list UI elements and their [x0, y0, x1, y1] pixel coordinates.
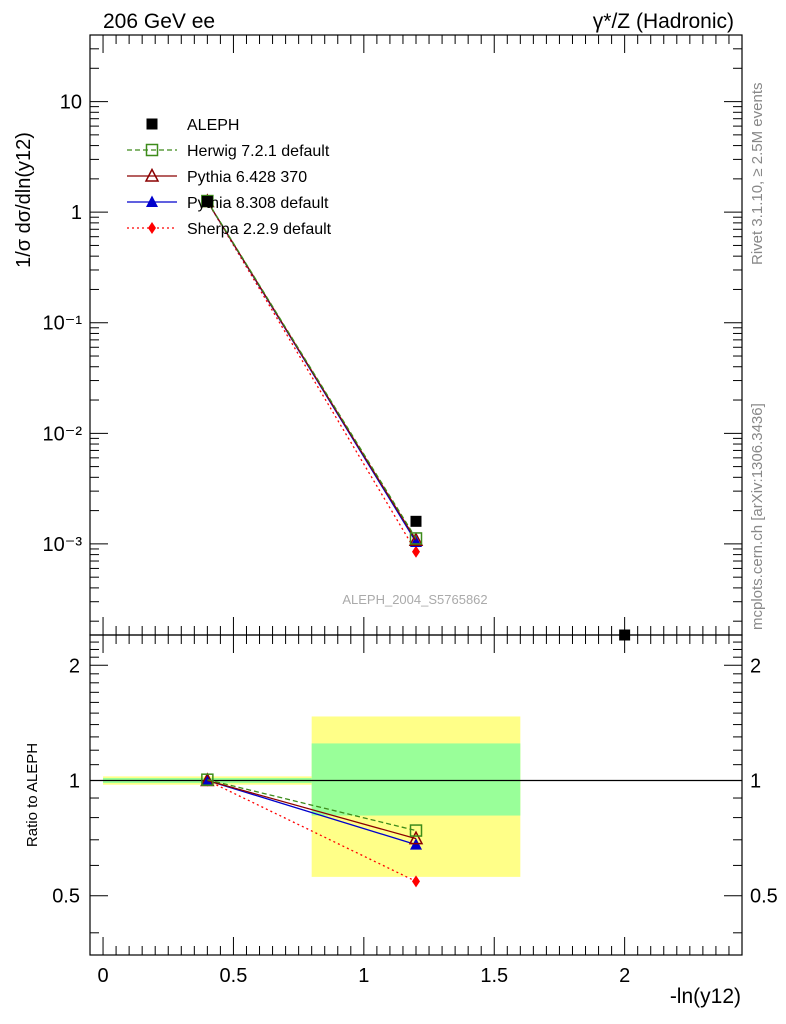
ratio-y-tick-label-left: 1 [69, 771, 80, 793]
main-aleph-point [410, 515, 422, 527]
legend-pythia-6-428-370-marker [144, 167, 160, 182]
ratio-plot-content [90, 716, 742, 888]
main-sherpa-2-2-9-default-point [412, 545, 420, 558]
main-y-tick-label: 10 [60, 92, 82, 114]
left-title: 206 GeV ee [103, 10, 215, 33]
ratio-herwig-7-2-1-default-point [201, 773, 214, 786]
x-tick-label: 1.5 [480, 965, 508, 987]
x-tick-label: 2 [619, 965, 630, 987]
main-y-tick-label: 1 [71, 202, 82, 224]
main-pythia-6-428-370-point [408, 532, 424, 546]
right-title: γ*/Z (Hadronic) [593, 10, 734, 33]
ratio-y-tick-label-left: 2 [69, 655, 80, 677]
main-y-tick-label: 10⁻¹ [43, 313, 83, 335]
main-sherpa-2-2-9-default-line [206, 201, 417, 553]
main-herwig-7-2-1-default-point [409, 532, 423, 545]
legend-herwig-7-2-1-default-marker [145, 143, 159, 157]
legend-pythia-8-308-default-marker [146, 195, 158, 207]
main-herwig-7-2-1-default-line [206, 200, 417, 539]
ratio-pythia-6-428-370-point [408, 830, 424, 845]
legend-sherpa-2-2-9-default-marker [148, 222, 156, 234]
x-tick-label: 1 [358, 965, 369, 987]
ratio-uncertainty-band-stat [311, 743, 521, 816]
x-tick-label: 0.5 [220, 965, 248, 987]
main-aleph-point [201, 195, 213, 207]
legend-herwig-7-2-1-default-label: Herwig 7.2.1 default [187, 143, 330, 160]
main-y-tick-label: 10⁻² [43, 423, 83, 445]
ratio-pythia-8-308-default-line [207, 779, 417, 846]
ratio-herwig-7-2-1-default-point [409, 824, 423, 837]
main-y-axis-label: 1/σ dσ/dln(y12) [13, 132, 35, 268]
ratio-y-tick-label-right: 2 [750, 655, 761, 677]
mcplots-side-text: mcplots.cern.ch [arXiv:1306.3436] [749, 403, 766, 630]
x-tick-label: 0 [97, 965, 108, 987]
ratio-y-tick-label-right: 0.5 [750, 886, 778, 908]
main-y-tick-label: 10⁻³ [43, 534, 83, 556]
ratio-panel: 2 2 1 1 0.5 0.5 0 0.5 1 1.5 2 [52, 634, 778, 987]
main-axes: 10⁻³ 10⁻² 10⁻¹ 1 10 [43, 34, 742, 635]
legend-pythia-6-428-370-label: Pythia 6.428 370 [187, 169, 307, 186]
legend-aleph-label: ALEPH [187, 117, 239, 134]
legend-sherpa-2-2-9-default-label: Sherpa 2.2.9 default [187, 221, 332, 238]
ratio-herwig-7-2-1-default-line [207, 779, 417, 832]
rivet-side-text: Rivet 3.1.10, ≥ 2.5M events [749, 83, 766, 266]
ratio-sherpa-2-2-9-default-point [412, 875, 420, 888]
legend: ALEPH Herwig 7.2.1 default Pythia 6.428 37… [127, 117, 332, 238]
main-plot-content [200, 193, 631, 641]
ratio-y-tick-label-left: 0.5 [52, 886, 80, 908]
legend-pythia-8-308-default-label: Pythia 8.308 default [187, 195, 329, 212]
ratio-pythia-6-428-370-line [207, 779, 417, 840]
ratio-y-tick-label-right: 1 [750, 771, 761, 793]
x-axis-label: -ln(y12) [670, 985, 741, 1008]
ratio-y-axis-label: Ratio to ALEPH [24, 743, 41, 847]
ratio-axes: 2 2 1 1 0.5 0.5 0 0.5 1 1.5 2 [52, 635, 778, 987]
legend-aleph-marker [146, 118, 158, 130]
ratio-sherpa-2-2-9-default-line [207, 779, 417, 882]
analysis-watermark: ALEPH_2004_S5765862 [342, 592, 487, 607]
ratio-frame [89, 634, 743, 956]
